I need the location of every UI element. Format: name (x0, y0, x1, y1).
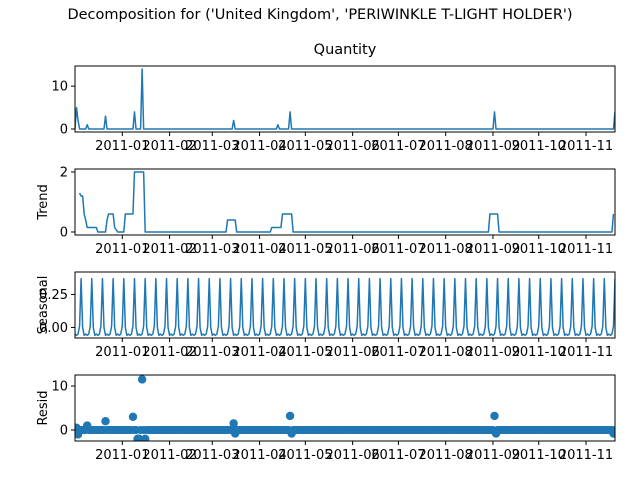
y-axis-label-resid: Resid (36, 390, 51, 425)
panel-trend: 022011-012011-022011-032011-042011-05201… (36, 166, 616, 257)
resid-outlier-point (101, 417, 110, 426)
x-tick-label-quantity: 2011-06 (325, 139, 379, 154)
x-tick-label-trend: 2011-09 (466, 242, 520, 257)
plot-area-resid (75, 375, 615, 441)
x-tick-label-seasonal: 2011-04 (232, 345, 286, 360)
axes-frame-quantity (74, 65, 616, 133)
resid-outlier-point (137, 375, 147, 384)
x-tick-label-resid: 2011-10 (512, 448, 566, 463)
x-tick-label-trend: 2011-02 (142, 242, 196, 257)
x-tick-label-resid: 2011-09 (466, 448, 520, 463)
panel-title-quantity: Quantity (313, 42, 377, 58)
series-line-trend (78, 171, 615, 233)
x-tick-label-trend: 2011-08 (419, 242, 473, 257)
axes-frame-seasonal (74, 271, 616, 339)
resid-outlier-point (491, 429, 501, 438)
x-tick-label-quantity: 2011-01 (95, 139, 149, 154)
y-tick-label-quantity: 10 (51, 80, 68, 95)
x-tick-label-trend: 2011-06 (325, 242, 379, 257)
y-tick-label-resid: 0 (60, 424, 68, 439)
resid-outlier-point (83, 421, 92, 430)
x-tick-label-resid: 2011-08 (419, 448, 473, 463)
x-tick-label-quantity: 2011-02 (142, 139, 196, 154)
x-tick-label-quantity: 2011-08 (419, 139, 473, 154)
x-tick-label-resid: 2011-11 (559, 448, 613, 463)
x-tick-label-seasonal: 2011-10 (512, 345, 566, 360)
panel-quantity: 0102011-012011-022011-032011-042011-0520… (51, 65, 616, 154)
y-tick-label-resid: 10 (51, 380, 68, 395)
plot-area-trend (78, 171, 615, 233)
x-tick-label-seasonal: 2011-01 (95, 345, 149, 360)
figure-title: Decomposition for ('United Kingdom', 'PE… (67, 7, 573, 23)
x-tick-label-trend: 2011-01 (95, 242, 149, 257)
y-tick-label-trend: 0 (60, 226, 68, 241)
x-tick-label-quantity: 2011-10 (512, 139, 566, 154)
x-tick-label-trend: 2011-10 (512, 242, 566, 257)
x-tick-label-seasonal: 2011-02 (142, 345, 196, 360)
x-tick-label-seasonal: 2011-05 (278, 345, 332, 360)
resid-outlier-point (287, 429, 296, 438)
x-tick-label-quantity: 2011-11 (559, 139, 613, 154)
x-tick-label-resid: 2011-07 (371, 448, 425, 463)
x-tick-label-resid: 2011-06 (325, 448, 379, 463)
y-tick-label-seasonal: 0.25 (39, 288, 68, 303)
resid-outlier-point (230, 429, 240, 438)
x-tick-label-resid: 2011-02 (142, 448, 196, 463)
x-tick-label-resid: 2011-04 (232, 448, 286, 463)
y-tick-label-quantity: 0 (60, 123, 68, 138)
resid-outlier-point (75, 423, 81, 432)
resid-outlier-point (128, 412, 138, 421)
panel-resid: 0102011-012011-022011-032011-042011-0520… (36, 374, 616, 463)
x-tick-label-trend: 2011-07 (371, 242, 425, 257)
x-tick-label-quantity: 2011-04 (232, 139, 286, 154)
x-tick-label-trend: 2011-04 (232, 242, 286, 257)
y-tick-label-trend: 2 (60, 166, 68, 181)
x-tick-label-quantity: 2011-09 (466, 139, 520, 154)
resid-outlier-point (229, 419, 238, 428)
y-tick-label-seasonal: 0.00 (39, 321, 68, 336)
x-tick-label-quantity: 2011-07 (371, 139, 425, 154)
x-tick-label-quantity: 2011-03 (185, 139, 239, 154)
series-line-seasonal (75, 277, 615, 337)
x-tick-label-trend: 2011-03 (185, 242, 239, 257)
x-tick-label-resid: 2011-03 (185, 448, 239, 463)
axes-frame-trend (74, 168, 616, 236)
x-tick-label-resid: 2011-05 (278, 448, 332, 463)
series-line-quantity (75, 68, 615, 130)
y-axis-label-trend: Trend (36, 184, 51, 221)
x-tick-label-quantity: 2011-05 (278, 139, 332, 154)
x-tick-label-seasonal: 2011-08 (419, 345, 473, 360)
resid-outlier-point (75, 430, 83, 439)
x-tick-label-trend: 2011-11 (559, 242, 613, 257)
plot-area-quantity (75, 68, 615, 130)
resid-outlier-point (285, 411, 295, 421)
resid-outlier-point (609, 429, 615, 438)
resid-outlier-point (140, 434, 150, 441)
axes-frame-resid (74, 374, 616, 442)
x-tick-label-seasonal: 2011-09 (466, 345, 520, 360)
plot-area-seasonal (75, 277, 615, 337)
y-axis-label-seasonal: Seasonal (36, 276, 51, 335)
x-tick-label-trend: 2011-05 (278, 242, 332, 257)
panel-seasonal: 0.000.252011-012011-022011-032011-042011… (36, 271, 616, 360)
x-tick-label-seasonal: 2011-11 (559, 345, 613, 360)
x-tick-label-seasonal: 2011-03 (185, 345, 239, 360)
x-tick-label-seasonal: 2011-06 (325, 345, 379, 360)
resid-outlier-point (490, 411, 499, 421)
x-tick-label-resid: 2011-01 (95, 448, 149, 463)
x-tick-label-seasonal: 2011-07 (371, 345, 425, 360)
